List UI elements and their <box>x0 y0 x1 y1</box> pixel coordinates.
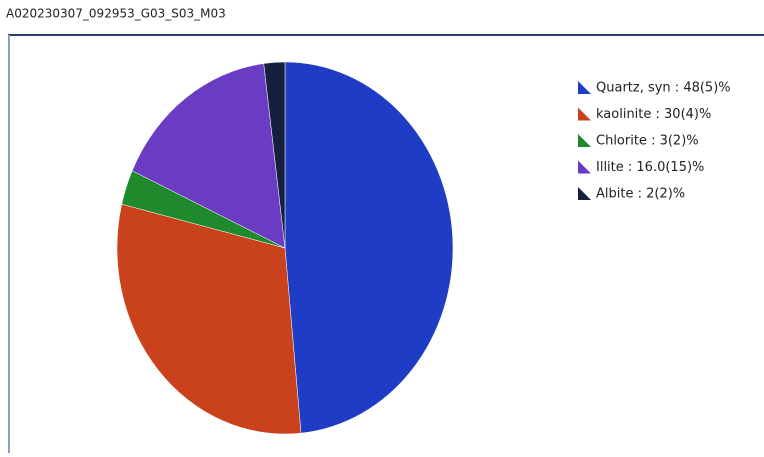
legend-label: Quartz, syn : 48(5)% <box>596 81 731 96</box>
pie-slice <box>263 61 286 249</box>
pie-slice <box>131 63 286 249</box>
pie-slice <box>284 61 454 434</box>
legend-label: Albite : 2(2)% <box>596 187 685 202</box>
legend-swatch <box>578 81 591 94</box>
legend-swatch <box>578 107 591 121</box>
chart-title: A020230307_092953_G03_S03_M03 <box>6 7 226 21</box>
legend-label: kaolinite : 30(4)% <box>596 107 711 122</box>
pie-slice <box>116 203 302 435</box>
legend-swatch <box>578 134 591 147</box>
legend-swatch <box>578 187 591 200</box>
legend-label: Illite : 16.0(15)% <box>596 160 704 175</box>
legend-label: Chlorite : 3(2)% <box>596 134 699 149</box>
legend-swatch <box>578 160 591 174</box>
